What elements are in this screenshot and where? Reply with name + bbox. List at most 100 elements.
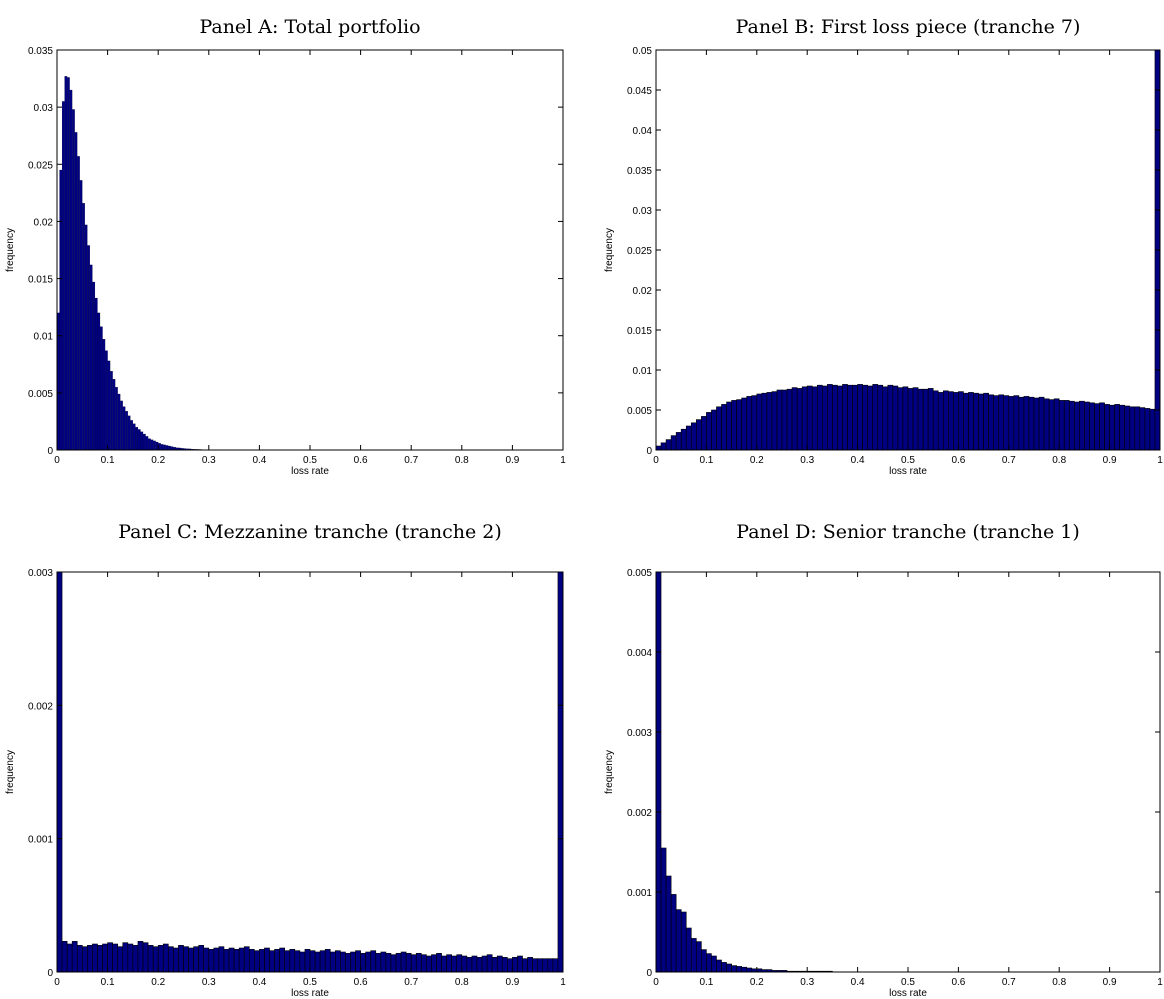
histogram-bar [680,911,687,972]
histogram-bar [64,76,68,450]
histogram-bar [927,388,934,450]
histogram-bar [887,384,894,450]
histogram-bar [837,385,843,450]
histogram-bar [496,955,503,972]
y-tick-label: 0.015 [28,275,53,286]
histogram-bar [1068,400,1075,450]
x-tick-label: 0.2 [151,977,165,988]
histogram-bar [746,967,753,972]
histogram-bar [670,894,677,972]
histogram-bar [117,946,124,972]
histogram-bar [716,959,722,972]
histogram-bar [102,943,108,972]
y-tick-label: 0.04 [633,126,653,137]
histogram-bar [517,955,523,972]
x-tick-label: 0.7 [1002,977,1016,988]
histogram-bar [766,392,773,450]
histogram-bar [542,958,549,972]
histogram-bar [726,401,732,450]
histogram-bar [319,950,326,972]
histogram-bar [922,388,929,450]
histogram-bar [451,955,458,972]
axes-box [56,571,564,973]
histogram-bar [842,384,848,450]
x-tick-label: 0.4 [851,977,865,988]
histogram-bar [137,941,144,972]
panel-c-chart: 0 0.1 0.2 0.3 0.4 0.5 0.6 0.7 0.8 0.9 1 0 0.001 0.002… [5,568,566,999]
histogram-bar [741,966,748,972]
histogram-bar [973,392,979,450]
histogram-bar [69,89,73,450]
y-tick-label: 0.02 [633,286,653,297]
histogram-bar [132,423,136,450]
histogram-bar [822,385,828,450]
x-tick-label: 0.7 [404,455,418,466]
histogram-bar [998,394,1005,450]
histogram-bar [92,281,96,450]
histogram-bar [97,312,101,450]
y-tick-label: 0.02 [34,217,54,228]
x-tick-label: 0.3 [202,977,216,988]
histogram-bar [660,847,667,972]
histogram-bar [897,387,904,450]
histogram-bar [79,180,83,450]
histogram-bar [736,399,742,450]
y-tick-label: 0.015 [627,326,652,337]
panel-a-chart: 0 0.1 0.2 0.3 0.4 0.5 0.6 0.7 0.8 0.9 1 0 0.005 0.01 0… [5,46,566,477]
y-tick-label: 0.035 [627,166,652,177]
histogram-bar [532,958,539,972]
histogram-bar [685,927,692,972]
histogram-bar [736,966,742,972]
histogram-bar [501,957,508,972]
histogram-bar [512,957,518,972]
histogram-bar [656,445,662,450]
histogram-bar [314,951,321,972]
histogram-bar [168,445,171,450]
histogram-bar [670,435,677,450]
histogram-bar [274,949,280,972]
histogram-bar [104,350,108,450]
histogram-bar [711,409,717,450]
histogram-bar [706,953,712,972]
histogram-bar [701,416,707,450]
histogram-bar [771,391,778,450]
histogram-bar [1084,401,1090,450]
histogram-bar [173,947,179,972]
histogram-bar [81,946,88,972]
histogram-bar [238,947,245,972]
histogram-bar [355,950,361,972]
y-tick-label: 0 [646,446,652,457]
histogram-bar [1099,402,1105,450]
panel-b-chart: 0 0.1 0.2 0.3 0.4 0.5 0.6 0.7 0.8 0.9 1 0 0.005 0.01 0… [604,46,1163,477]
histogram-bar [665,439,672,450]
y-axis-label: frequency [5,750,16,794]
x-tick-label: 0.6 [354,977,368,988]
histogram-bar [289,949,296,972]
x-tick-label: 0.3 [800,977,814,988]
histogram-bar [152,946,159,972]
x-tick-label: 0.2 [151,455,165,466]
x-tick-label: 0.9 [1103,455,1117,466]
histogram-bar [1114,404,1120,450]
histogram-bar [963,392,969,450]
histogram-bar [806,385,813,450]
y-tick-label: 0.03 [34,103,54,114]
x-tick-label: 0.8 [455,455,469,466]
histogram-bar [1048,399,1055,450]
histogram-bar [140,431,144,450]
histogram-bar [937,392,944,450]
histogram-bar [115,387,118,450]
histogram-bar [127,943,134,972]
histogram-bar [1003,395,1010,450]
x-tick-label: 0.1 [101,977,115,988]
x-tick-label: 0 [54,455,60,466]
histogram-bar [415,953,422,972]
histogram-bar [147,945,154,972]
histogram-bar [446,954,452,972]
histogram-bar [137,429,141,450]
histogram-bar [675,432,682,450]
panel-a-title: Panel A: Total portfolio [199,16,421,38]
histogram-bar [162,943,169,972]
histogram-bar [867,385,874,450]
x-tick-label: 0.4 [252,455,266,466]
